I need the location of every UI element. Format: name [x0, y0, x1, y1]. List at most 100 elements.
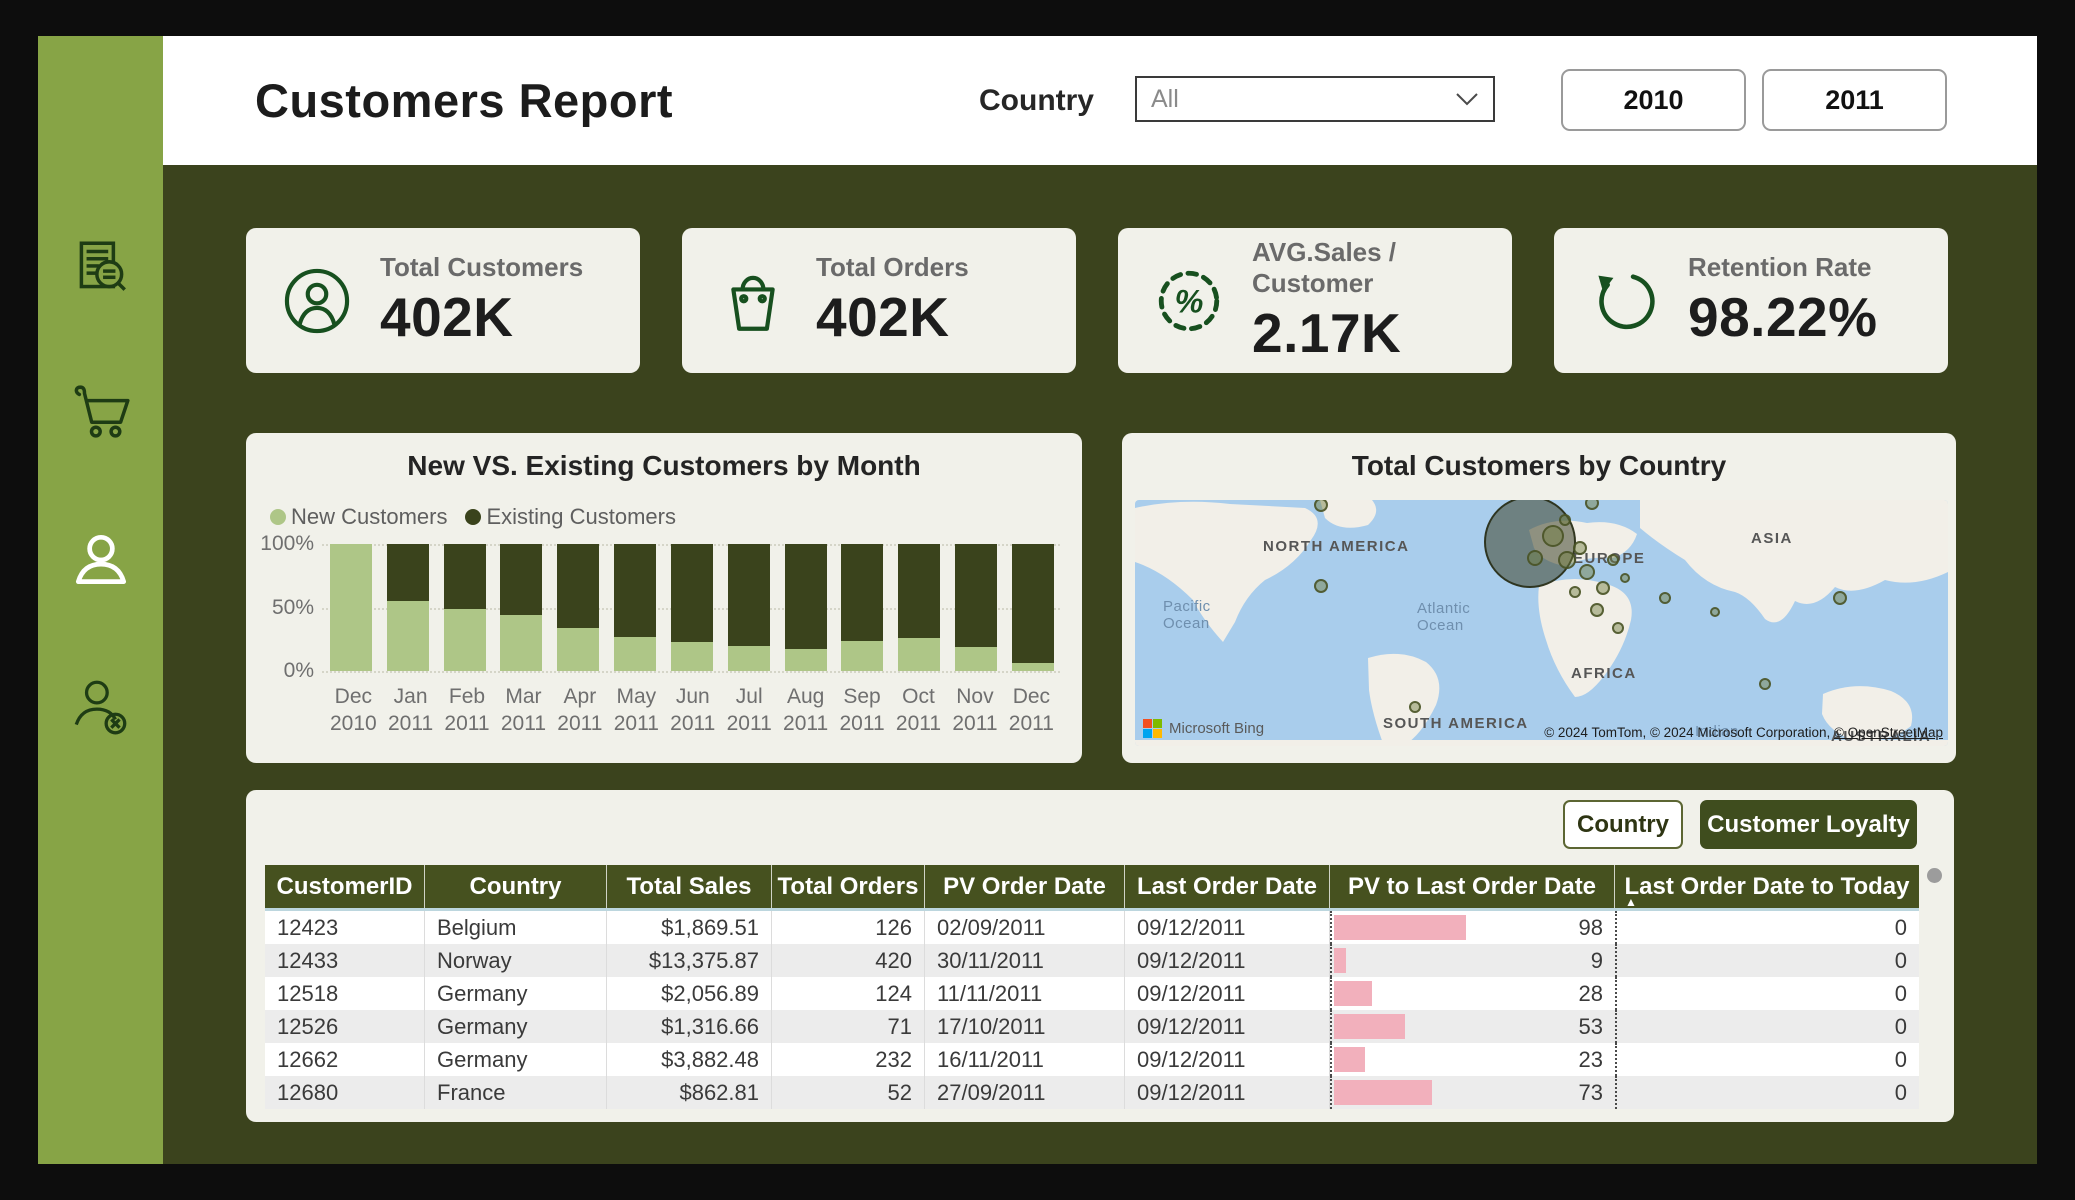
bar-new-segment[interactable]: [1012, 663, 1054, 671]
bar-column[interactable]: [785, 544, 827, 671]
table-cell-country: Germany: [425, 1043, 607, 1076]
table-row[interactable]: 12423Belgium$1,869.5112602/09/201109/12/…: [265, 911, 1919, 944]
map-bubble[interactable]: [1759, 678, 1771, 690]
table-cell-last-to-today: 0: [1615, 944, 1919, 977]
column-header[interactable]: Total Orders: [772, 865, 925, 908]
table-row[interactable]: 12433Norway$13,375.8742030/11/201109/12/…: [265, 944, 1919, 977]
bar-column[interactable]: [955, 544, 997, 671]
column-header[interactable]: Total Sales: [607, 865, 772, 908]
map-bubble[interactable]: [1659, 592, 1671, 604]
bar-existing-segment[interactable]: [728, 544, 770, 646]
sidebar-item-orders[interactable]: [65, 378, 137, 450]
bar-column[interactable]: [898, 544, 940, 671]
table-row[interactable]: 12680France$862.815227/09/201109/12/2011…: [265, 1076, 1919, 1109]
year-button-2010[interactable]: 2010: [1561, 69, 1746, 131]
bar-column[interactable]: [671, 544, 713, 671]
map-bubble[interactable]: [1620, 573, 1630, 583]
bar-new-segment[interactable]: [330, 544, 372, 671]
bar-new-segment[interactable]: [671, 642, 713, 671]
table-cell-country: Germany: [425, 1010, 607, 1043]
table-scrollbar[interactable]: [1927, 868, 1942, 883]
bar-column[interactable]: [1012, 544, 1054, 671]
column-header[interactable]: CustomerID: [265, 865, 425, 908]
year-button-2011[interactable]: 2011: [1762, 69, 1947, 131]
column-header[interactable]: Last Order Date to Today▲: [1615, 865, 1919, 908]
toggle-country-button[interactable]: Country: [1563, 800, 1683, 849]
openstreetmap-link[interactable]: © OpenStreetMap: [1834, 725, 1943, 740]
bar-existing-segment[interactable]: [500, 544, 542, 615]
map-bubble[interactable]: [1569, 586, 1581, 598]
map-bubble[interactable]: [1484, 500, 1576, 588]
bar-existing-segment[interactable]: [841, 544, 883, 641]
data-bar: [1334, 1014, 1405, 1039]
bar-new-segment[interactable]: [728, 646, 770, 671]
map-bubble[interactable]: [1710, 607, 1720, 617]
bar-existing-segment[interactable]: [955, 544, 997, 647]
bar-column[interactable]: [500, 544, 542, 671]
table-cell-pv-to-last: 9: [1330, 944, 1615, 977]
x-axis-labels: Dec2010Jan2011Feb2011Mar2011Apr2011May20…: [330, 683, 1054, 738]
table-cell-total-orders: 52: [772, 1076, 925, 1109]
map-bubble[interactable]: [1559, 514, 1571, 526]
table-cell-pv-to-last: 28: [1330, 977, 1615, 1010]
map-canvas[interactable]: NORTH AMERICAEUROPEASIAAFRICASOUTH AMERI…: [1135, 500, 1948, 746]
bar-existing-segment[interactable]: [785, 544, 827, 649]
column-header[interactable]: PV Order Date: [925, 865, 1125, 908]
table-cell-country: Germany: [425, 977, 607, 1010]
table-cell-total-sales: $13,375.87: [607, 944, 772, 977]
bar-existing-segment[interactable]: [1012, 544, 1054, 663]
bar-new-segment[interactable]: [785, 649, 827, 671]
column-header[interactable]: Last Order Date: [1125, 865, 1330, 908]
map-bubble[interactable]: [1596, 581, 1610, 595]
bar-new-segment[interactable]: [387, 601, 429, 671]
bar-column[interactable]: [444, 544, 486, 671]
bar-column[interactable]: [614, 544, 656, 671]
bar-new-segment[interactable]: [955, 647, 997, 671]
map-bubble[interactable]: [1573, 541, 1587, 555]
data-bar: [1334, 915, 1466, 940]
data-bar: [1334, 981, 1372, 1006]
bar-existing-segment[interactable]: [614, 544, 656, 637]
bar-existing-segment[interactable]: [671, 544, 713, 642]
map-bubble[interactable]: [1558, 551, 1576, 569]
bar-column[interactable]: [557, 544, 599, 671]
bar-column[interactable]: [841, 544, 883, 671]
bar-existing-segment[interactable]: [898, 544, 940, 638]
table-cell-total-sales: $3,882.48: [607, 1043, 772, 1076]
column-header[interactable]: Country: [425, 865, 607, 908]
sidebar-item-report[interactable]: [65, 232, 137, 304]
bar-new-segment[interactable]: [500, 615, 542, 671]
toggle-customer-loyalty-button[interactable]: Customer Loyalty: [1700, 800, 1917, 849]
table-cell-pv-to-last: 98: [1330, 911, 1615, 944]
table-row[interactable]: 12518Germany$2,056.8912411/11/201109/12/…: [265, 977, 1919, 1010]
map-bubble[interactable]: [1527, 550, 1543, 566]
country-dropdown[interactable]: All: [1135, 76, 1495, 122]
bar-new-segment[interactable]: [557, 628, 599, 671]
sidebar-item-customers[interactable]: [65, 524, 137, 596]
sidebar-item-churn[interactable]: [65, 670, 137, 742]
bar-new-segment[interactable]: [898, 638, 940, 671]
bar-existing-segment[interactable]: [387, 544, 429, 601]
map-bubble[interactable]: [1612, 622, 1624, 634]
map-bubble[interactable]: [1833, 591, 1847, 605]
map-bubble[interactable]: [1579, 564, 1595, 580]
map-bubble[interactable]: [1590, 603, 1604, 617]
bar-column[interactable]: [728, 544, 770, 671]
column-header[interactable]: PV to Last Order Date: [1330, 865, 1615, 908]
bar-existing-segment[interactable]: [557, 544, 599, 628]
x-axis-label: Jun2011: [670, 683, 715, 738]
attribution-text: © 2024 TomTom, © 2024 Microsoft Corporat…: [1544, 725, 1834, 740]
table-row[interactable]: 12662Germany$3,882.4823216/11/201109/12/…: [265, 1043, 1919, 1076]
bar-column[interactable]: [387, 544, 429, 671]
bar-new-segment[interactable]: [614, 637, 656, 671]
map-bubble[interactable]: [1409, 701, 1421, 713]
map-bubble[interactable]: [1607, 554, 1619, 566]
map-bubble[interactable]: [1314, 579, 1328, 593]
bar-existing-segment[interactable]: [444, 544, 486, 609]
bar-new-segment[interactable]: [444, 609, 486, 671]
map-bubble[interactable]: [1542, 525, 1564, 547]
bar-column[interactable]: [330, 544, 372, 671]
table-row[interactable]: 12526Germany$1,316.667117/10/201109/12/2…: [265, 1010, 1919, 1043]
bar-new-segment[interactable]: [841, 641, 883, 671]
table-cell-pv-order-date: 17/10/2011: [925, 1010, 1125, 1043]
